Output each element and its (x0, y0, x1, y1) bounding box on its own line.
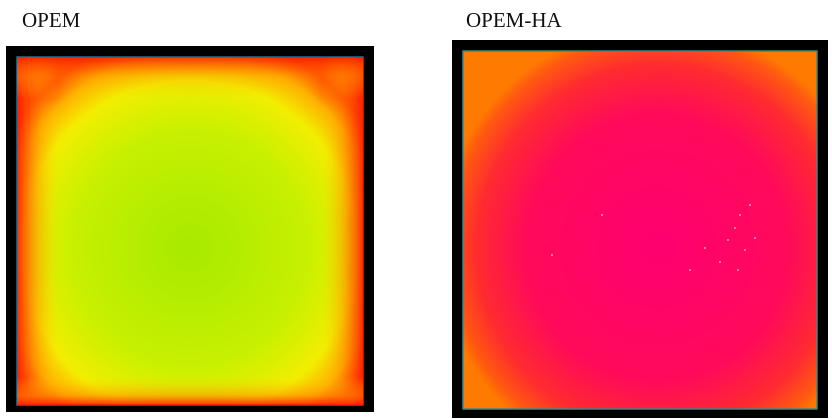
panel-label: OPEM-HA (466, 8, 563, 32)
panel-label: OPEM (22, 8, 81, 32)
panel-image (6, 46, 374, 412)
panel-image (452, 40, 828, 418)
